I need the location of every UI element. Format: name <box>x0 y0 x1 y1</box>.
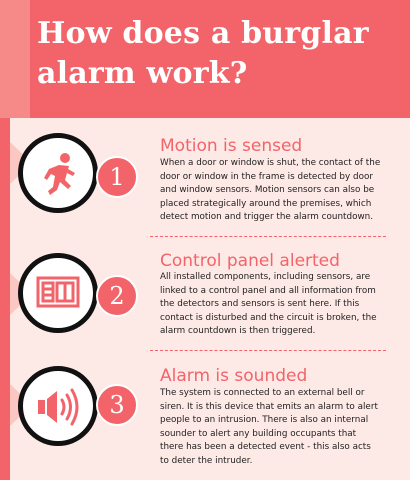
page-title: How does a burglar alarm work? <box>37 16 369 91</box>
step-description: All installed components, including sens… <box>160 272 377 337</box>
step-description: When a door or window is shut, the conta… <box>160 158 381 223</box>
step-description: The system is connected to an external b… <box>160 388 378 466</box>
step-number-badge: 3 <box>96 384 138 426</box>
header-accent-bar <box>0 0 30 118</box>
step-number-badge: 2 <box>96 275 138 317</box>
dashed-divider <box>150 236 386 237</box>
step-number-badge: 1 <box>96 156 138 198</box>
header-banner: How does a burglar alarm work? <box>0 0 410 118</box>
step-heading: Motion is sensed <box>160 136 303 156</box>
speaker-sound-icon <box>18 366 98 446</box>
step-heading: Control panel alerted <box>160 251 340 271</box>
left-accent-strip <box>0 118 10 480</box>
step-heading: Alarm is sounded <box>160 366 308 386</box>
control-panel-icon <box>18 253 98 333</box>
running-person-icon <box>18 133 98 213</box>
dashed-divider <box>150 350 386 351</box>
